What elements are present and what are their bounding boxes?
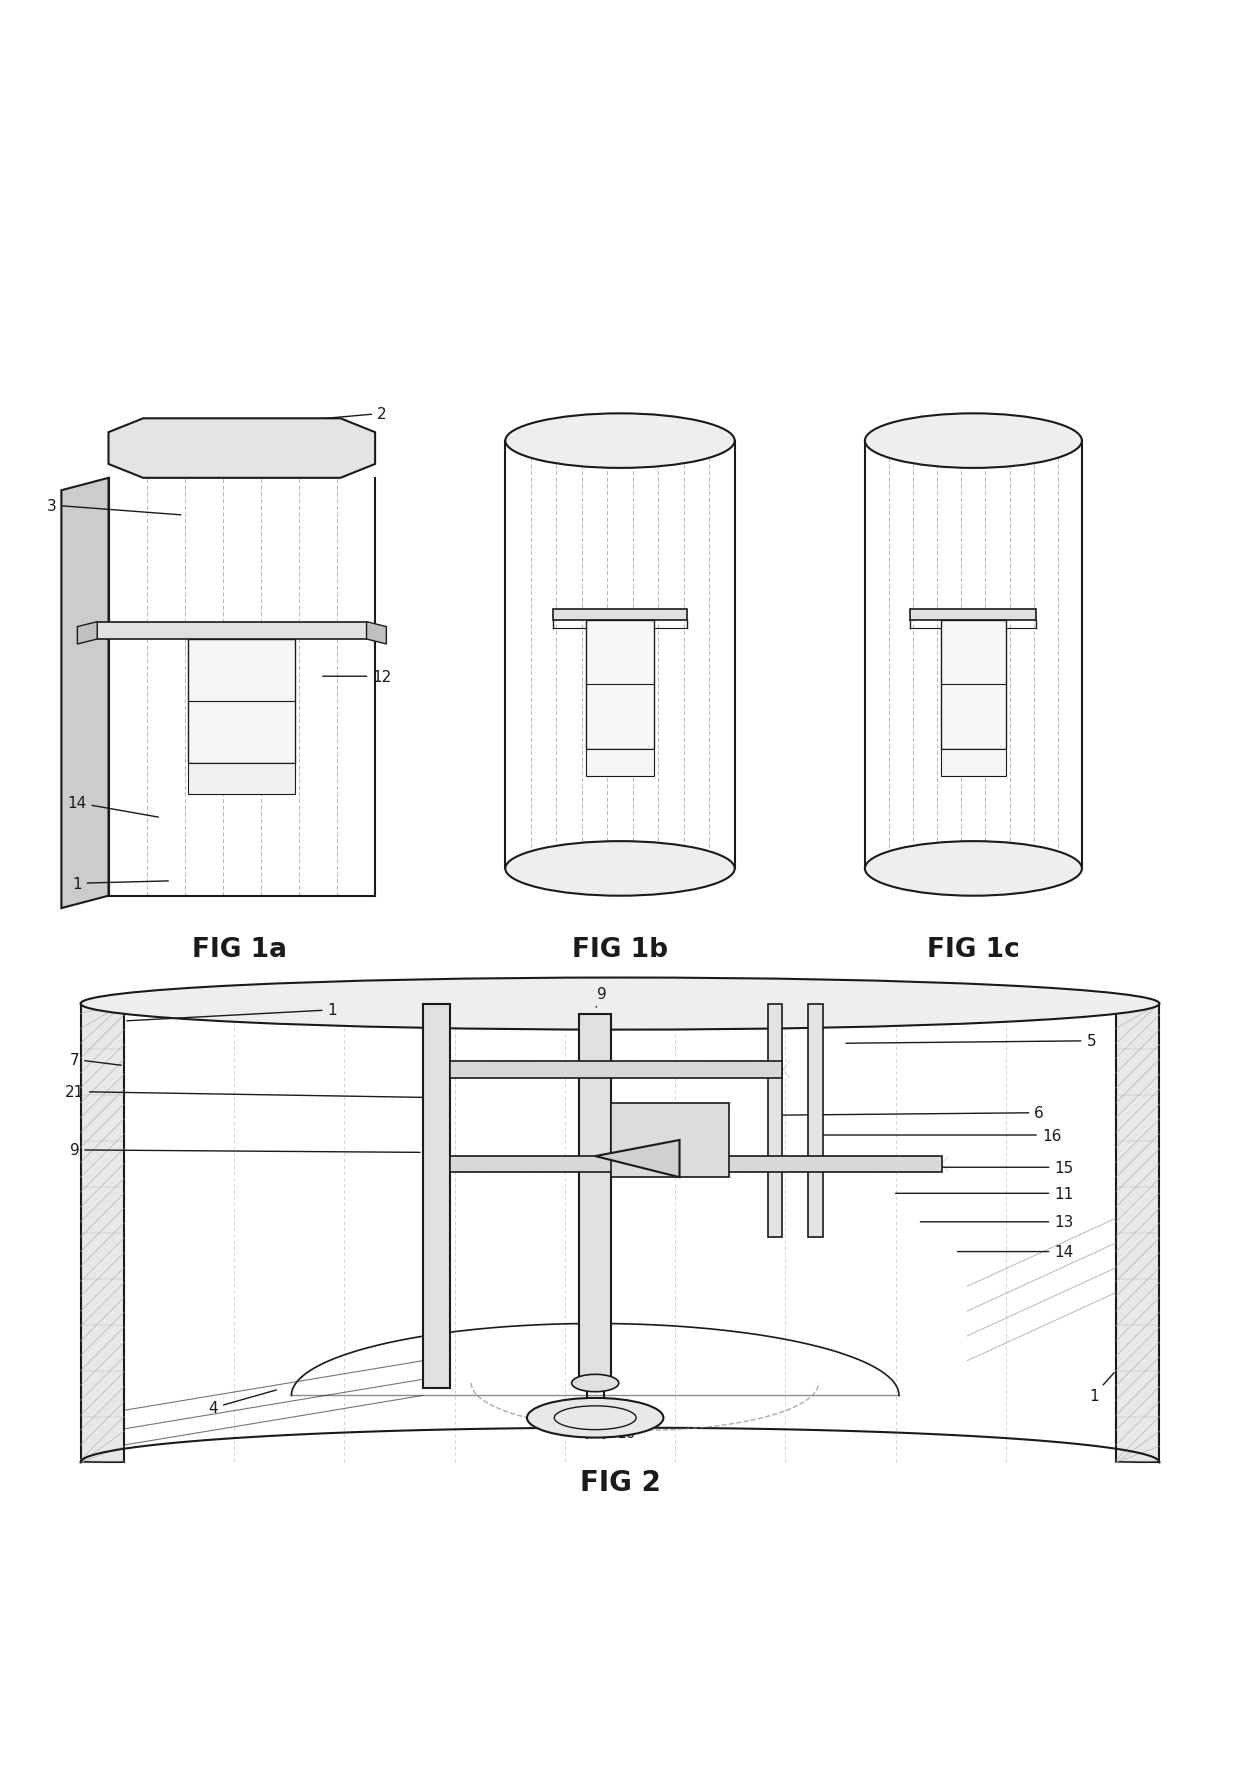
Text: 9: 9 [596, 986, 606, 1007]
Text: 16: 16 [821, 1129, 1061, 1143]
Polygon shape [768, 1004, 782, 1237]
Text: 13: 13 [920, 1214, 1074, 1230]
Text: FIG 2: FIG 2 [579, 1468, 661, 1497]
Polygon shape [808, 1004, 823, 1237]
Polygon shape [910, 611, 1037, 621]
Ellipse shape [572, 1374, 619, 1392]
Text: 2: 2 [300, 406, 387, 422]
Polygon shape [941, 749, 1006, 778]
Ellipse shape [506, 415, 734, 468]
Text: 1: 1 [1089, 1372, 1115, 1403]
Text: FIG 1c: FIG 1c [928, 936, 1019, 963]
Text: 1: 1 [126, 1002, 337, 1022]
Ellipse shape [527, 1397, 663, 1438]
Text: 9: 9 [69, 1143, 420, 1157]
Polygon shape [585, 621, 655, 749]
Polygon shape [941, 621, 1006, 749]
Text: 4: 4 [208, 1390, 277, 1415]
Ellipse shape [866, 415, 1081, 468]
Text: 7: 7 [69, 1052, 122, 1068]
Polygon shape [77, 623, 97, 644]
Polygon shape [611, 1104, 729, 1178]
Polygon shape [553, 611, 687, 621]
Polygon shape [367, 623, 387, 644]
Polygon shape [450, 1157, 942, 1173]
Text: 10: 10 [599, 1417, 636, 1440]
Polygon shape [188, 764, 295, 794]
Text: 1: 1 [72, 876, 169, 892]
Polygon shape [188, 639, 295, 764]
Ellipse shape [81, 977, 1159, 1031]
Ellipse shape [506, 842, 734, 895]
Text: FIG 1a: FIG 1a [192, 936, 286, 963]
Ellipse shape [866, 842, 1081, 895]
Text: 14: 14 [67, 796, 159, 817]
Text: 11: 11 [895, 1185, 1074, 1202]
Text: 6: 6 [777, 1105, 1044, 1121]
Polygon shape [595, 1141, 680, 1178]
Polygon shape [62, 479, 109, 908]
Text: 3: 3 [47, 498, 181, 516]
Text: 15: 15 [870, 1161, 1074, 1175]
Polygon shape [450, 1061, 782, 1079]
Text: 14: 14 [957, 1244, 1074, 1260]
Polygon shape [585, 749, 655, 778]
Polygon shape [81, 1004, 124, 1463]
Text: 21: 21 [64, 1084, 448, 1100]
Polygon shape [579, 1015, 611, 1383]
Text: 5: 5 [846, 1034, 1096, 1048]
Polygon shape [1116, 1004, 1159, 1463]
Text: FIG 1b: FIG 1b [572, 936, 668, 963]
Polygon shape [109, 418, 374, 479]
Polygon shape [97, 623, 367, 639]
Polygon shape [423, 1004, 450, 1388]
Text: 12: 12 [322, 669, 392, 684]
